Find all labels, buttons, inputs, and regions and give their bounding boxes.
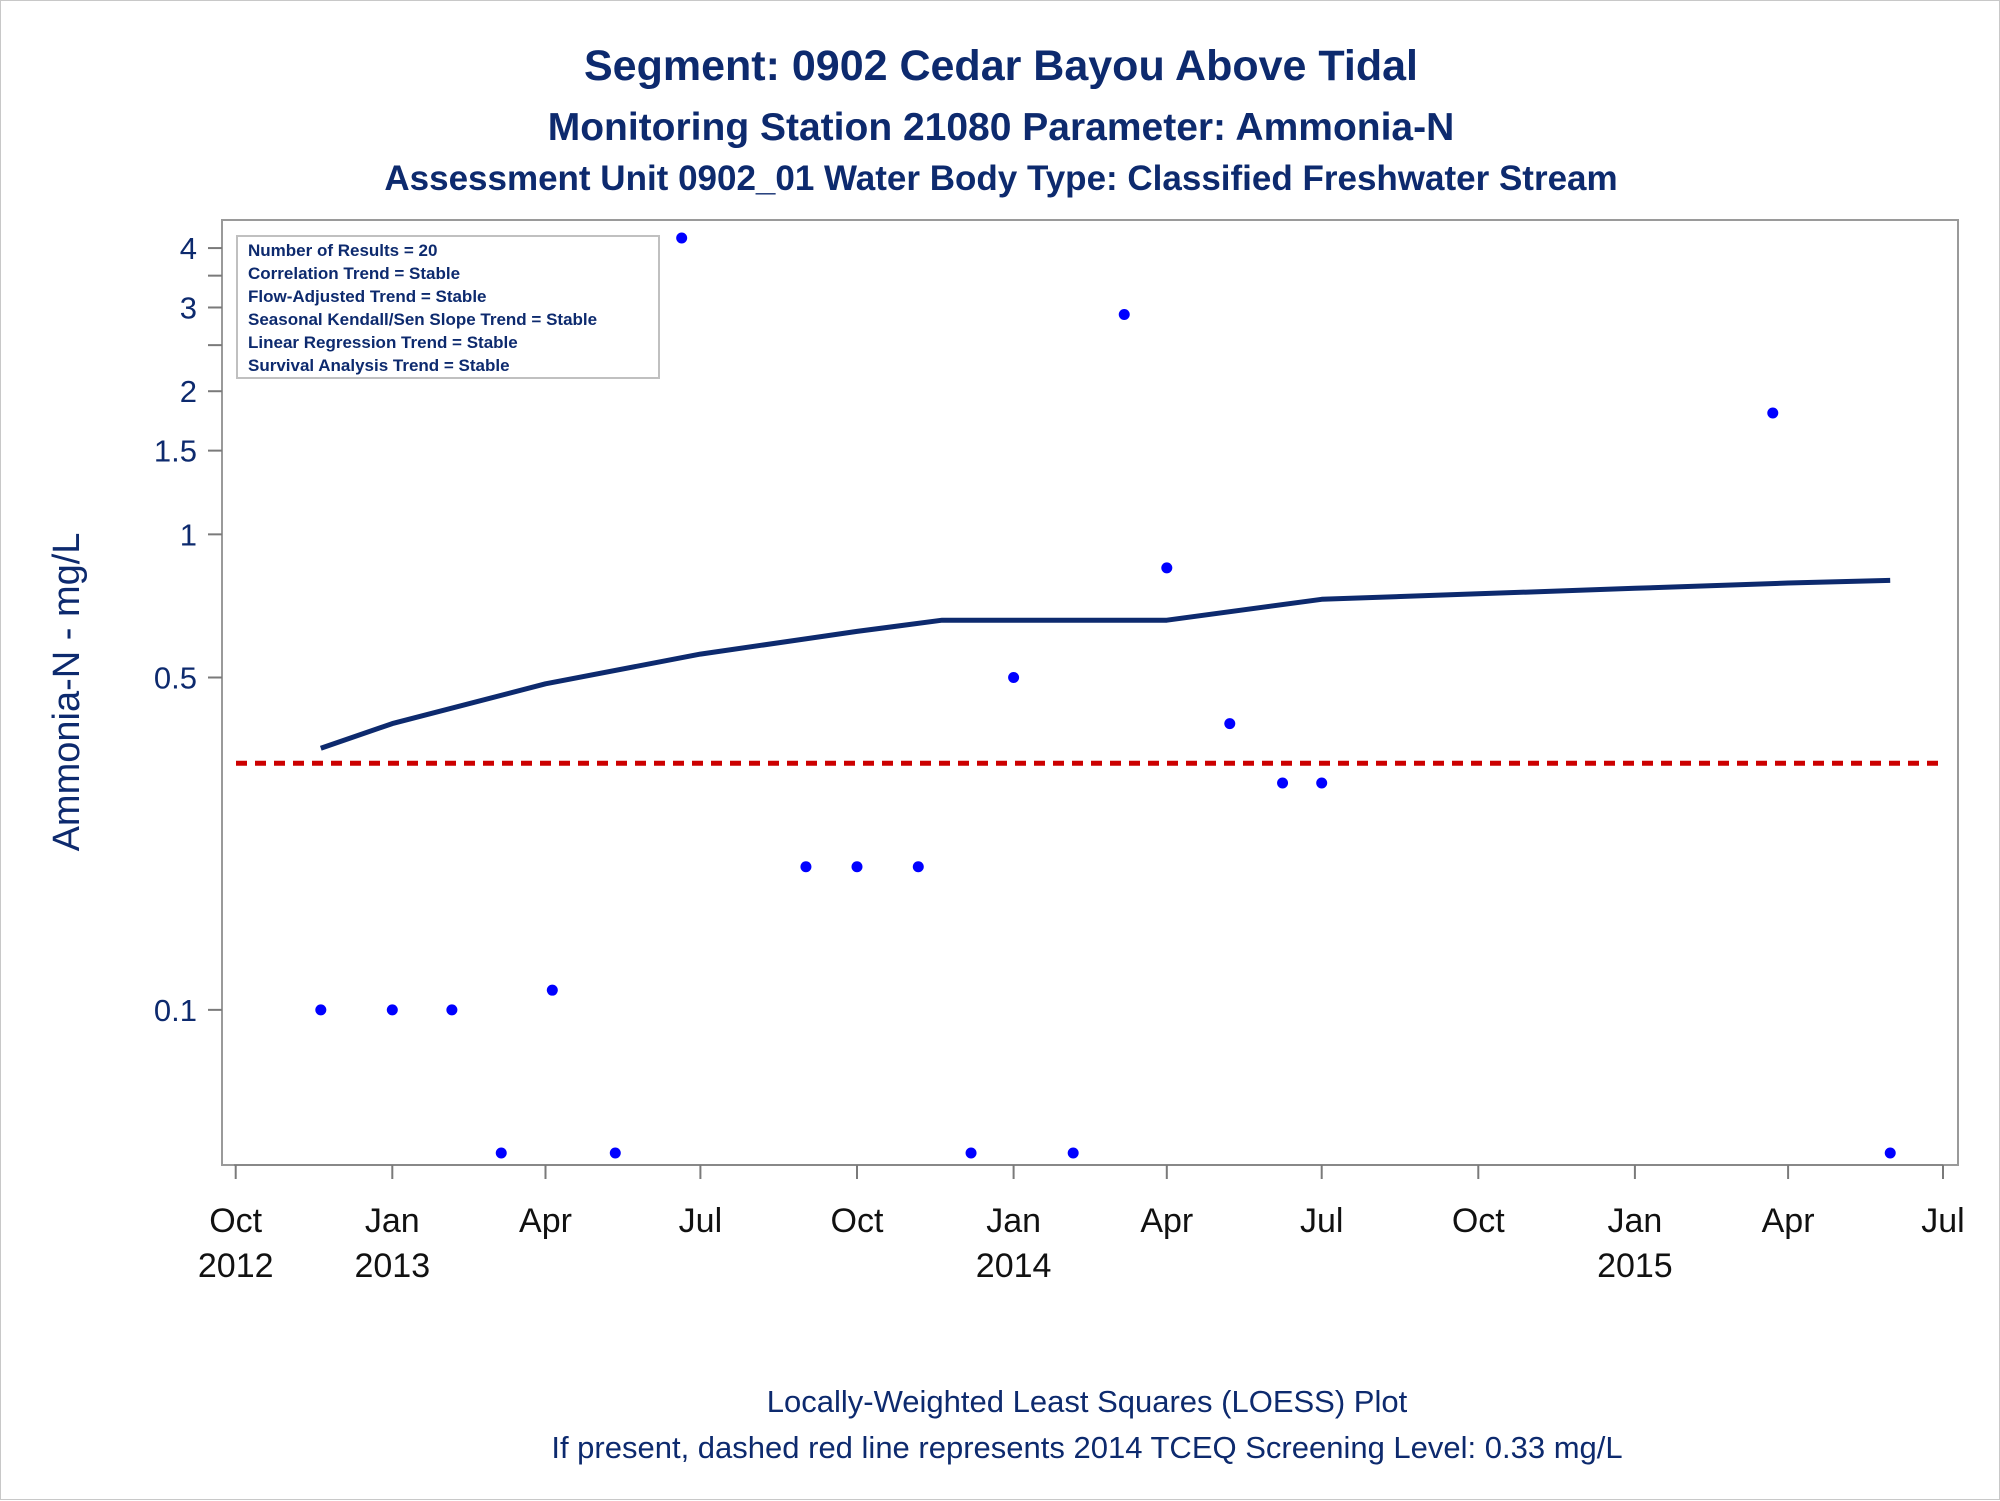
y-tick-label: 3 [180, 290, 197, 325]
data-point [495, 1147, 507, 1159]
y-tick-label: 0.5 [154, 660, 197, 695]
data-point [1316, 777, 1328, 789]
y-axis-label: Ammonia-N - mg/L [46, 533, 88, 852]
chart-title: Segment: 0902 Cedar Bayou Above Tidal [584, 42, 1418, 90]
data-point [1118, 308, 1130, 320]
x-tick-label-month: Jan [986, 1202, 1041, 1240]
y-tick-label: 4 [180, 231, 197, 266]
x-tick-label-month: Jan [1607, 1202, 1662, 1240]
data-point [1884, 1147, 1896, 1159]
data-point [1067, 1147, 1079, 1159]
chart-subtitle2: Assessment Unit 0902_01 Water Body Type:… [384, 159, 1617, 198]
footnote-loess: Locally-Weighted Least Squares (LOESS) P… [767, 1384, 1408, 1419]
data-point [546, 984, 558, 996]
y-tick-label: 1.5 [154, 434, 197, 469]
x-tick-label-month: Apr [1140, 1202, 1193, 1240]
x-tick-label-month: Jul [679, 1202, 722, 1240]
data-points [315, 232, 1896, 1159]
x-tick-label-month: Apr [1762, 1202, 1815, 1240]
loess-line [319, 577, 1891, 751]
x-tick-label-month: Oct [831, 1202, 884, 1240]
x-tick-label-month: Jan [365, 1202, 420, 1240]
x-tick-label-year: 2015 [1597, 1247, 1673, 1285]
x-tick-label-year: 2013 [354, 1247, 430, 1285]
y-tick-label: 1 [180, 517, 197, 552]
x-tick-label-month: Jul [1921, 1202, 1964, 1240]
y-tick-label: 0.1 [154, 993, 197, 1028]
x-tick-label-year: 2014 [976, 1247, 1052, 1285]
data-point [315, 1004, 327, 1016]
data-point [1277, 777, 1289, 789]
y-tick-label: 2 [180, 374, 197, 409]
x-tick-label-month: Oct [1452, 1202, 1505, 1240]
data-point [851, 861, 863, 873]
data-point [676, 232, 688, 244]
x-tick-label-month: Oct [209, 1202, 262, 1240]
data-point [1161, 562, 1173, 574]
data-point [912, 861, 924, 873]
legend-line: Survival Analysis Trend = Stable [248, 356, 510, 375]
footnote-screening: If present, dashed red line represents 2… [551, 1430, 1622, 1465]
legend-line: Number of Results = 20 [248, 241, 437, 260]
data-point [965, 1147, 977, 1159]
legend-line: Correlation Trend = Stable [248, 264, 460, 283]
legend-line: Flow-Adjusted Trend = Stable [248, 287, 487, 306]
data-point [1224, 718, 1236, 730]
legend-line: Linear Regression Trend = Stable [248, 333, 518, 352]
data-point [609, 1147, 621, 1159]
x-tick-label-year: 2012 [198, 1247, 274, 1285]
legend-line: Seasonal Kendall/Sen Slope Trend = Stabl… [248, 310, 597, 329]
data-point [1008, 671, 1020, 683]
x-tick-label-month: Jul [1300, 1202, 1343, 1240]
data-point [446, 1004, 458, 1016]
loess-curve [319, 577, 1891, 751]
x-axis: Oct 2012 Jan 2013 Apr Jul Oct Jan 2014 Apr Jul Oct J… [198, 1164, 1965, 1285]
x-tick-label-month: Apr [519, 1202, 572, 1240]
data-point [800, 861, 812, 873]
data-point [386, 1004, 398, 1016]
legend-box [236, 235, 660, 379]
inset-legend: Number of Results = 20 Correlation Trend… [236, 235, 660, 379]
chart-subtitle: Monitoring Station 21080 Parameter: Ammo… [548, 106, 1455, 149]
data-point [1767, 407, 1779, 419]
y-axis: 0.1 0.5 1 1.5 2 3 4 [154, 231, 222, 1028]
